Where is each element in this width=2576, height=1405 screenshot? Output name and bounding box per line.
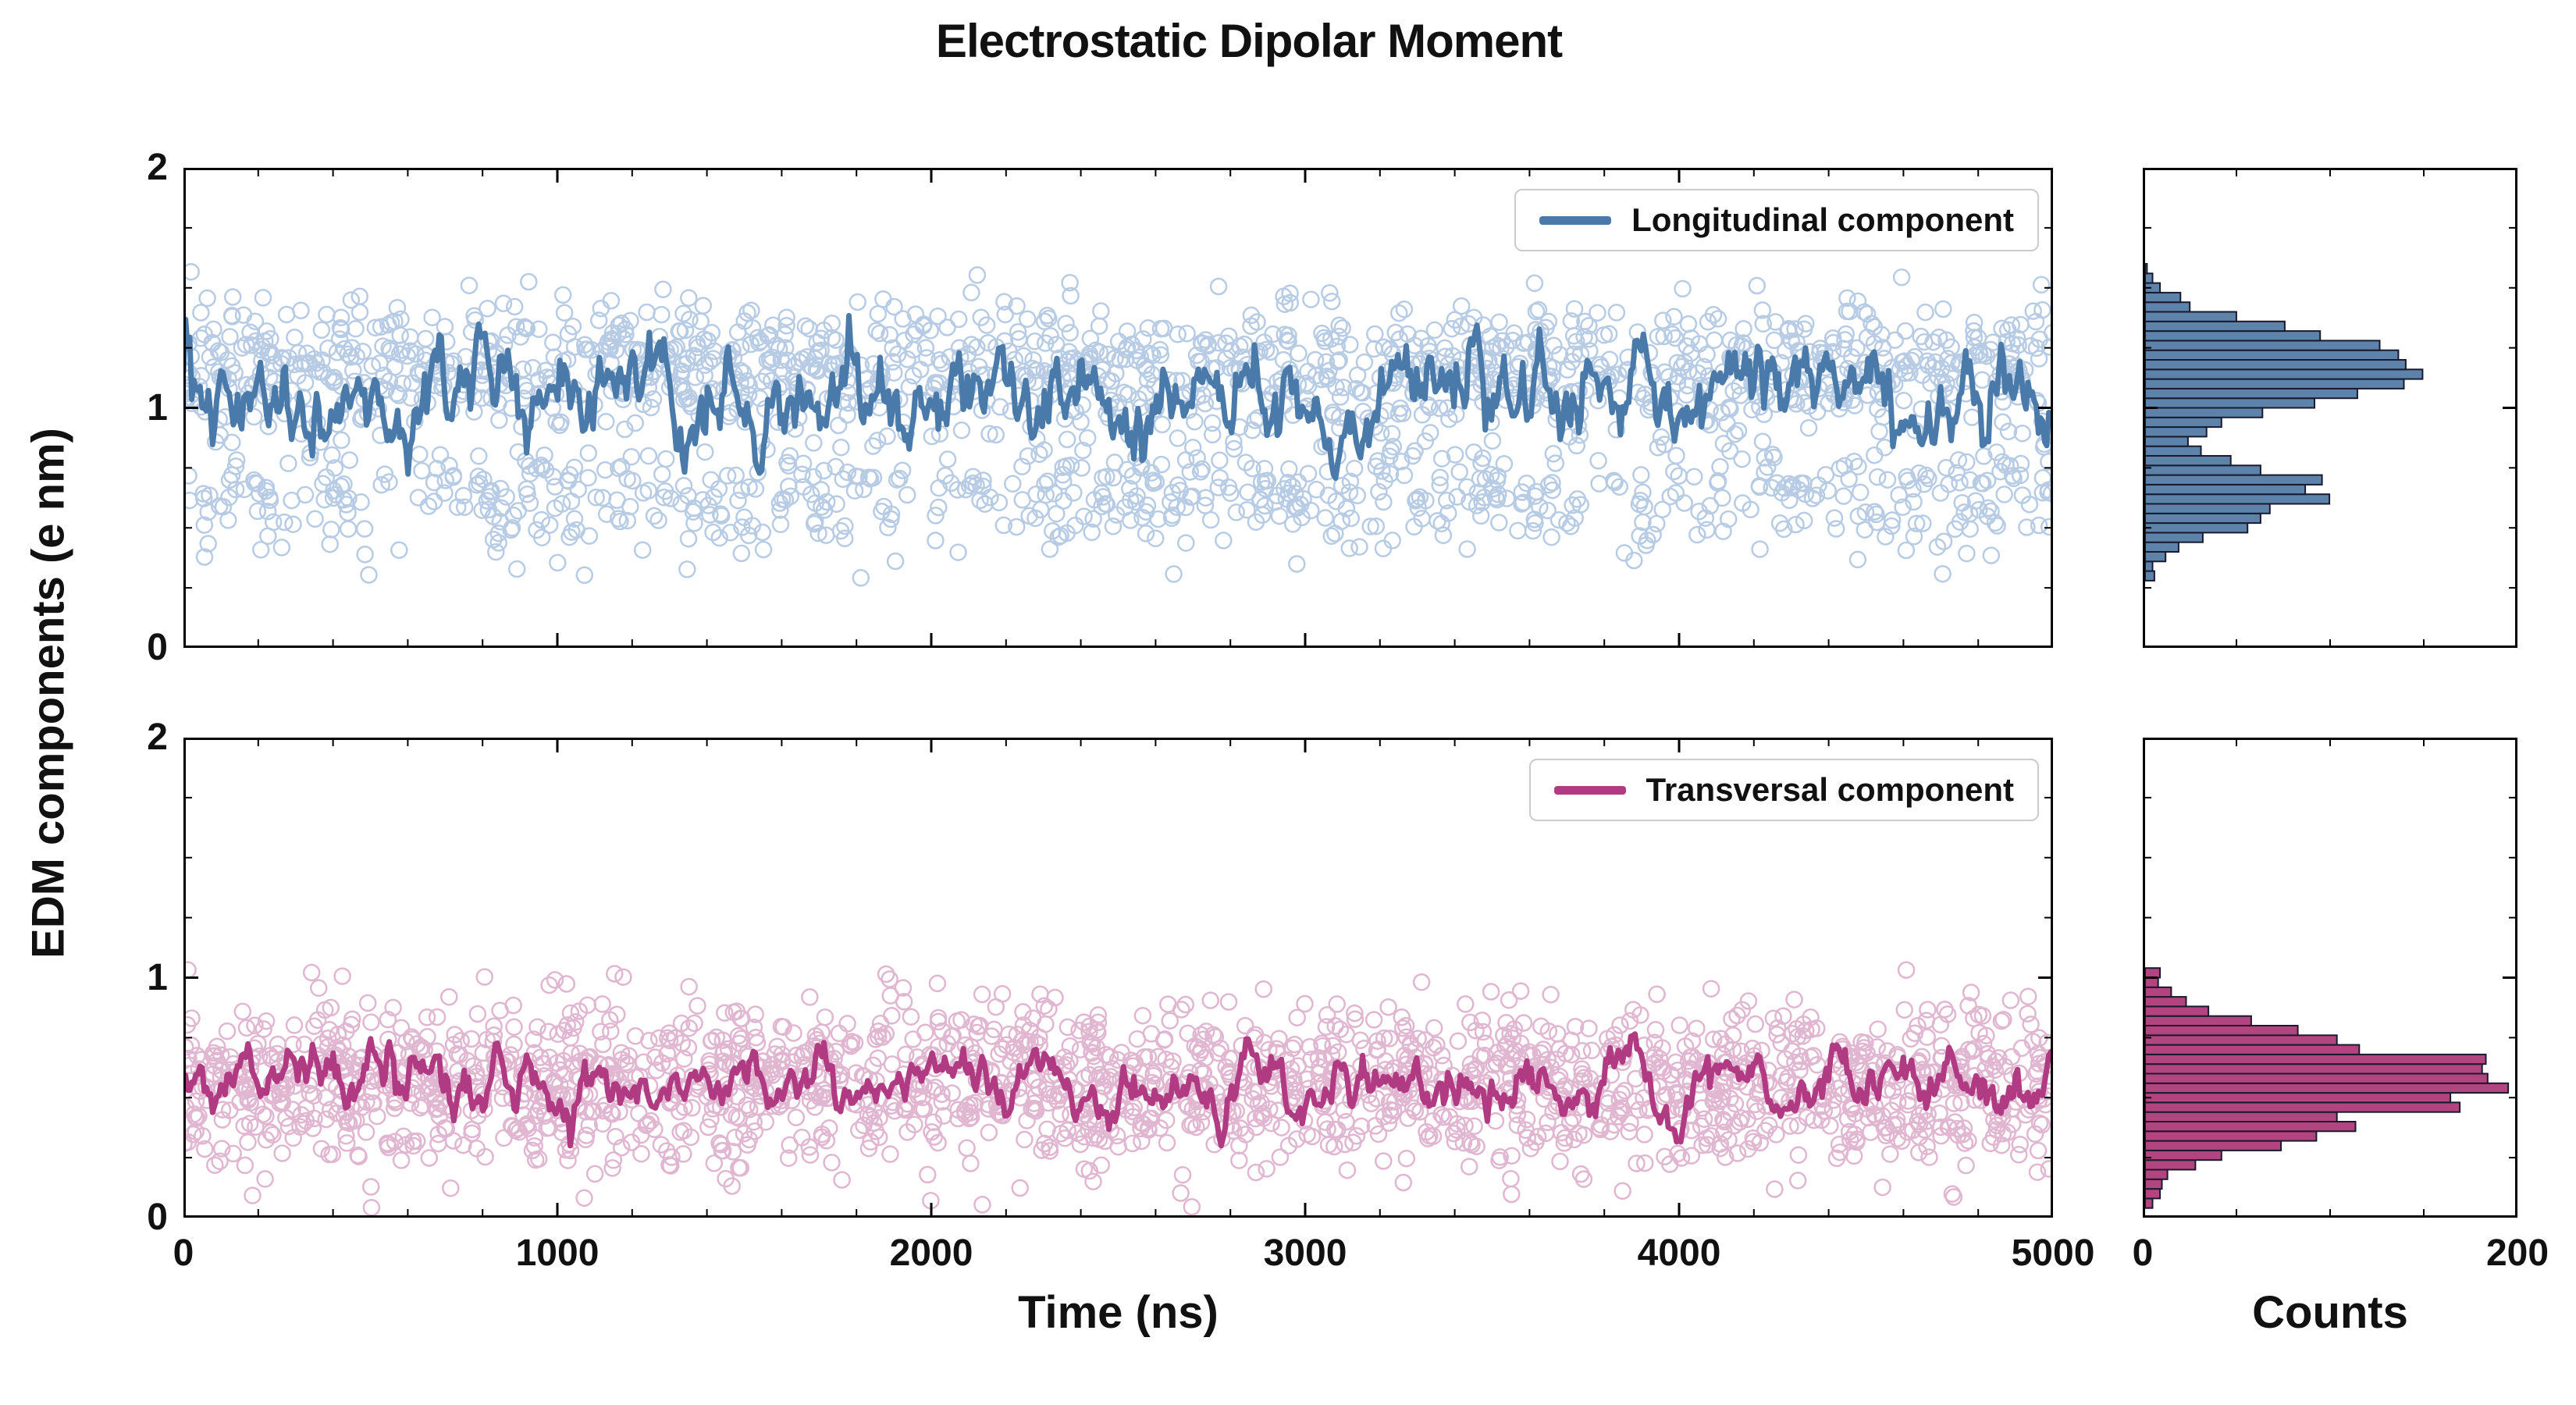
x-tick-label-time: 3000 [1263,1232,1347,1274]
y-tick-label: 1 [147,386,168,429]
transversal-histogram [2143,738,2517,1218]
x-axis-label-counts: Counts [2252,1287,2408,1338]
y-tick-label: 0 [147,1197,168,1238]
x-tick-label-counts: 200 [2485,1232,2549,1274]
y-tick-label: 1 [147,956,168,998]
x-tick-label-time: 5000 [2011,1232,2095,1274]
y-tick-label: 2 [147,717,168,758]
longitudinal-histogram [2143,168,2517,648]
legend-transversal: Transversal component [1528,759,2039,821]
legend-line-swatch-transversal [1553,785,1626,795]
legend-longitudinal: Longitudinal component [1514,189,2039,251]
x-axis-label-time: Time (ns) [1018,1287,1219,1338]
y-tick-label: 2 [147,147,168,188]
x-tick-label-time: 0 [173,1232,194,1274]
legend-line-swatch-longitudinal [1539,215,1612,225]
x-tick-label-time: 4000 [1637,1232,1721,1274]
y-tick-label: 0 [147,627,168,668]
chart-title: Electrostatic Dipolar Moment [935,15,1563,67]
legend-label-transversal: Transversal component [1646,771,2015,808]
x-tick-label-time: 2000 [889,1232,973,1274]
x-tick-label-time: 1000 [515,1232,600,1274]
legend-label-longitudinal: Longitudinal component [1631,201,2014,238]
x-tick-label-counts: 0 [2132,1232,2154,1274]
y-axis-label: EDM components (e nm) [23,428,74,959]
